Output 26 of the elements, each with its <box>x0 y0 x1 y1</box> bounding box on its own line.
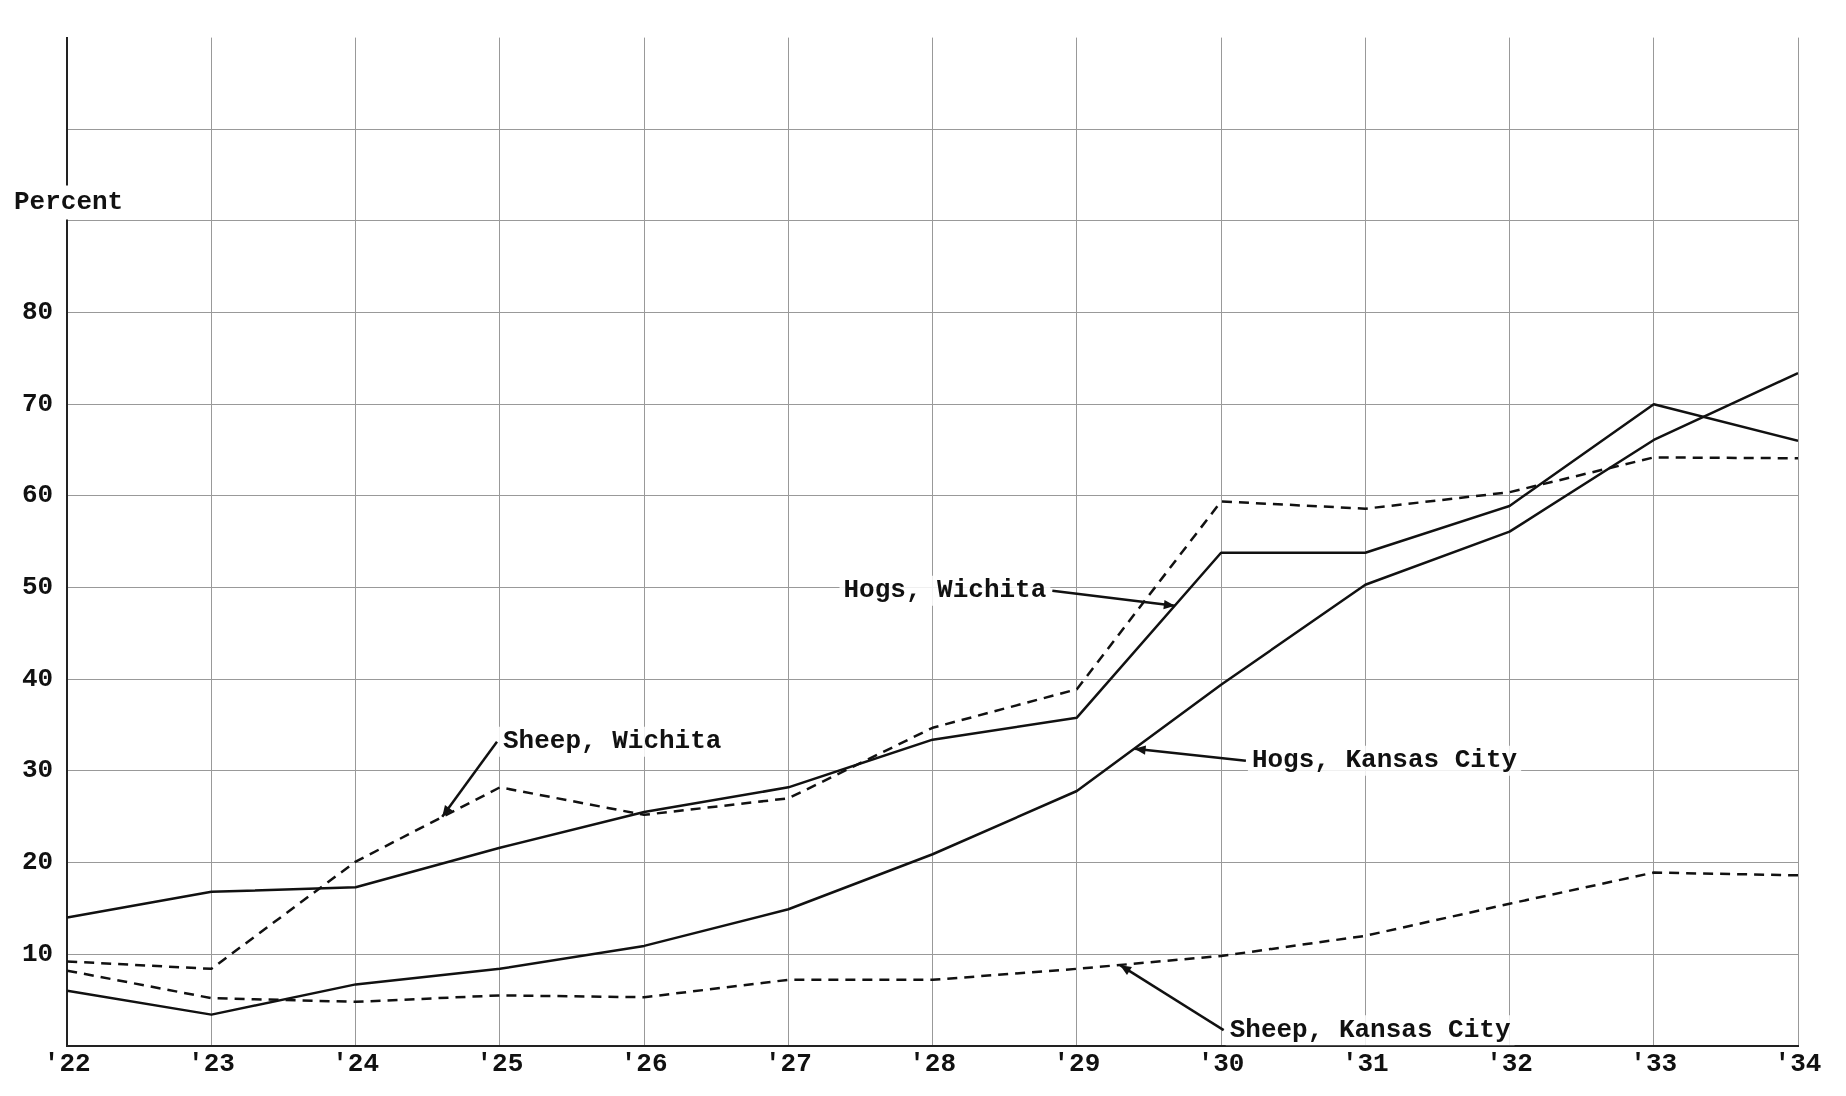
x-tick-label: '33 <box>1630 1048 1678 1079</box>
x-tick-label: '25 <box>476 1048 524 1079</box>
x-tick-label: '29 <box>1053 1048 1101 1079</box>
x-tick-label: '24 <box>332 1048 380 1079</box>
annotation: Hogs, Kansas City <box>1251 745 1518 776</box>
x-tick-label: '27 <box>764 1048 812 1079</box>
x-tick-label: '23 <box>188 1048 235 1079</box>
y-tick-label: 10 <box>21 938 54 969</box>
annotation: Sheep, Kansas City <box>1229 1014 1511 1045</box>
y-tick-label: 20 <box>21 847 54 878</box>
x-tick-label: '22 <box>43 1048 91 1079</box>
x-tick-label: '34 <box>1774 1048 1822 1079</box>
x-tick-label: '30 <box>1197 1048 1245 1079</box>
y-tick-label: 40 <box>21 663 54 694</box>
y-tick-label: 80 <box>21 297 54 328</box>
x-tick-label: '31 <box>1341 1048 1389 1079</box>
y-axis-title: Percent <box>14 187 124 218</box>
annotation: Sheep, Wichita <box>502 726 722 757</box>
y-tick-label: 30 <box>21 755 54 786</box>
y-tick-label: 60 <box>21 480 54 511</box>
annotation: Hogs, Wichita <box>843 575 1047 606</box>
y-tick-label: 50 <box>21 572 54 603</box>
x-tick-label: '26 <box>620 1048 668 1079</box>
y-tick-label: 70 <box>21 388 54 419</box>
x-tick-label: '32 <box>1486 1048 1533 1079</box>
x-tick-label: '28 <box>909 1048 957 1079</box>
